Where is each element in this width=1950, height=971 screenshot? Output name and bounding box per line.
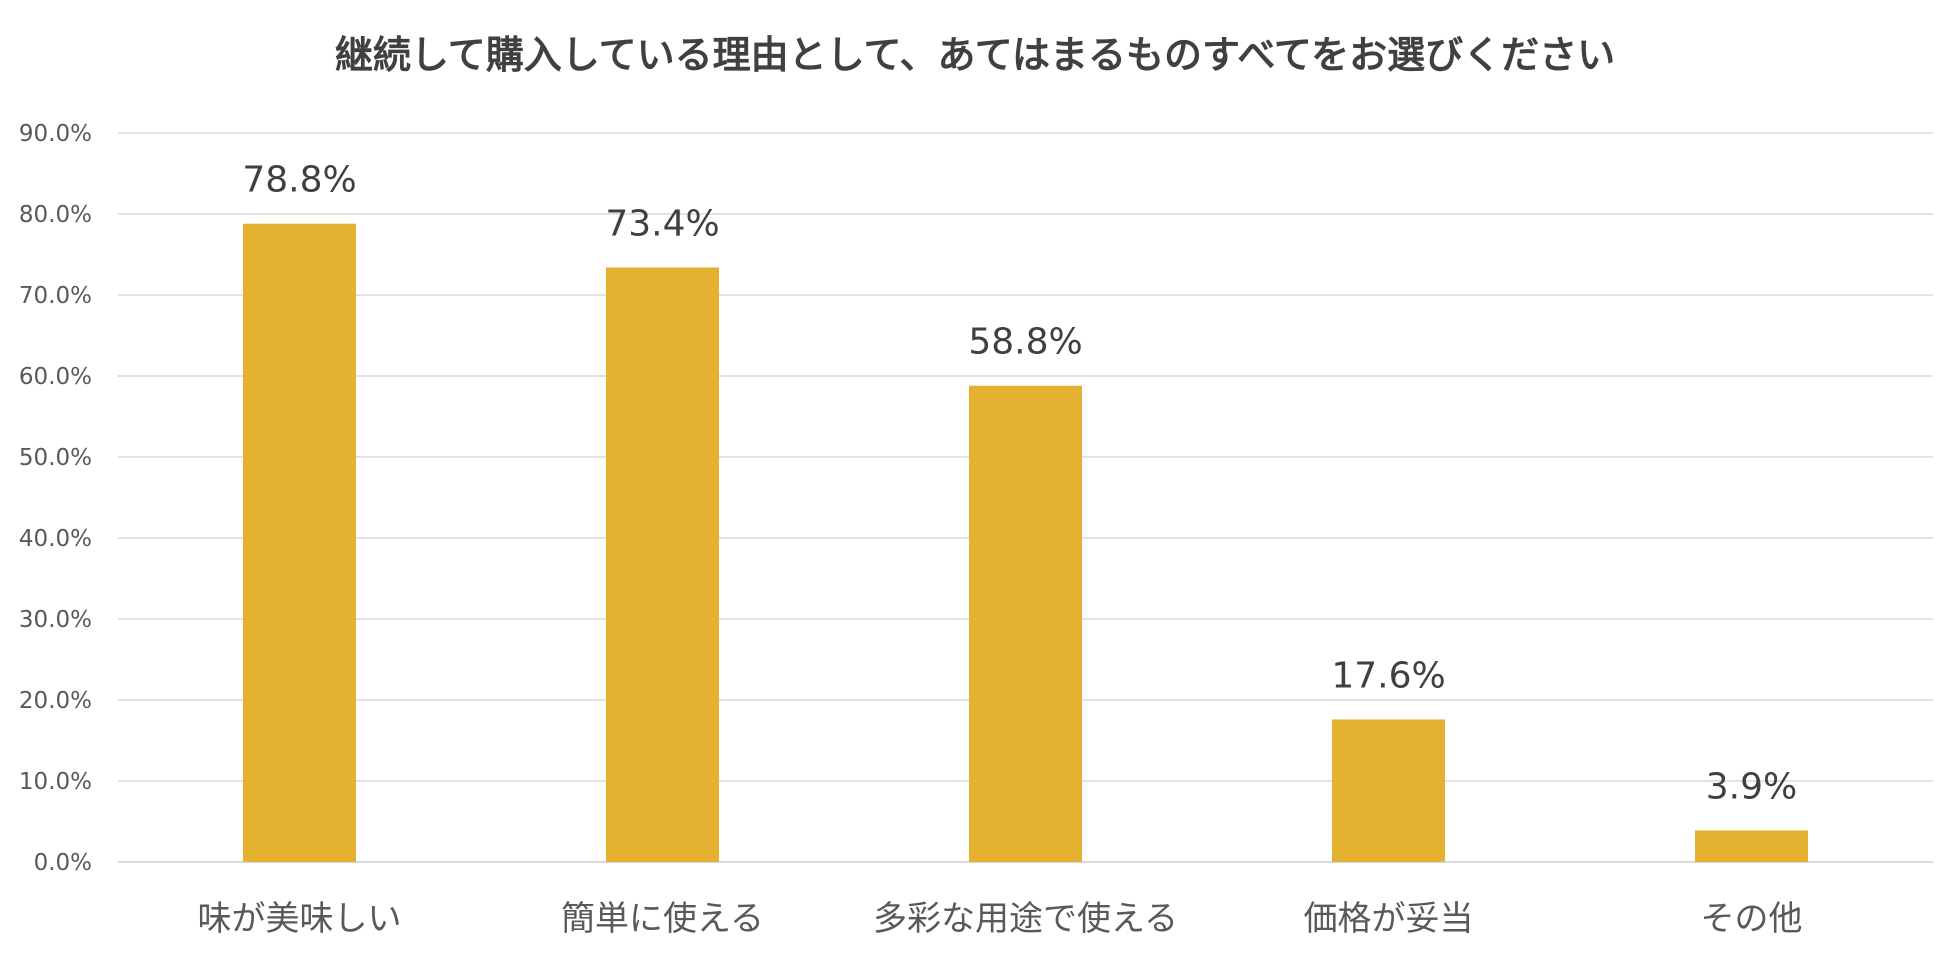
bar [969,385,1082,862]
y-axis-ticks: 0.0% 10.0% 20.0% 30.0% 40.0% 50.0% 60.0% 70.0% 8… [19,121,92,876]
y-tick-label: 10.0% [19,769,92,795]
data-label: 58.8% [968,322,1082,363]
data-label: 17.6% [1331,655,1445,696]
data-label: 3.9% [1706,766,1797,807]
y-tick-label: 70.0% [19,283,92,309]
category-label: 多彩な用途で使える [873,899,1178,939]
bar [1695,830,1808,862]
y-tick-label: 50.0% [19,445,92,471]
data-label: 73.4% [605,203,719,244]
y-tick-label: 40.0% [19,526,92,552]
y-tick-label: 30.0% [19,607,92,633]
data-label: 78.8% [242,160,356,201]
y-tick-label: 90.0% [19,121,92,147]
y-tick-label: 0.0% [34,850,92,876]
bars [243,223,1808,863]
x-axis-categories: 味が美味しい 簡単に使える 多彩な用途で使える 価格が妥当 その他 [198,899,1803,939]
y-tick-label: 80.0% [19,202,92,228]
category-label: 味が美味しい [198,899,402,939]
category-label: その他 [1701,899,1803,939]
category-label: 簡単に使える [561,899,764,939]
bar [1332,719,1445,862]
bar [606,267,719,863]
bar [243,223,356,863]
y-tick-label: 60.0% [19,364,92,390]
data-labels: 78.8% 73.4% 58.8% 17.6% 3.9% [242,160,1797,808]
chart-title: 継続して購入している理由として、あてはまるものすべてをお選びください [334,33,1616,77]
category-label: 価格が妥当 [1304,899,1474,939]
y-tick-label: 20.0% [19,688,92,714]
